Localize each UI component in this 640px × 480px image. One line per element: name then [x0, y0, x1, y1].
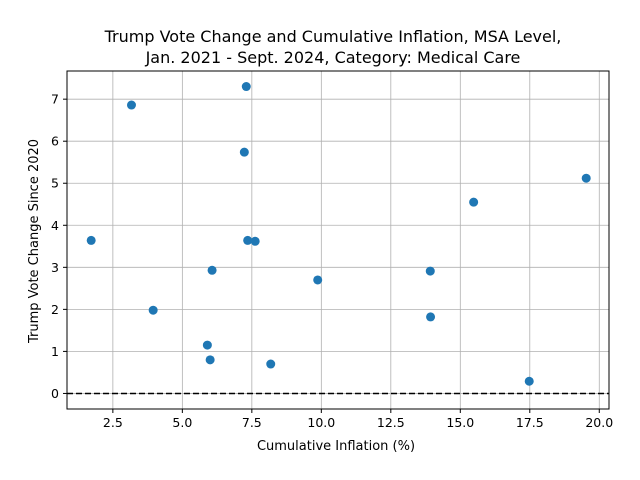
y-axis-label: Trump Vote Change Since 2020 [27, 139, 42, 344]
data-point [126, 100, 136, 110]
x-tick-label: 12.5 [377, 415, 405, 430]
x-tick-label: 15.0 [446, 415, 474, 430]
data-point [469, 197, 479, 207]
plot-frame [66, 70, 610, 410]
data-points [86, 82, 591, 386]
data-point [313, 275, 323, 285]
x-axis-ticks: 2.5 5.0 7.5 10.0 12.5 15.0 17.5 20.0 [103, 409, 613, 430]
data-point [241, 82, 251, 92]
data-point [207, 265, 217, 275]
y-tick-label: 5 [51, 176, 59, 191]
data-point [426, 312, 436, 322]
data-point [266, 359, 276, 369]
data-point [581, 173, 591, 183]
chart-title-line-1: Trump Vote Change and Cumulative Inflati… [104, 27, 562, 46]
data-point [86, 235, 96, 245]
x-axis-label: Cumulative Inflation (%) [257, 439, 415, 454]
x-tick-label: 7.5 [242, 415, 262, 430]
y-axis-ticks: 0 1 2 3 4 5 6 7 [51, 92, 67, 401]
y-tick-label: 4 [51, 218, 59, 233]
data-point [205, 355, 215, 365]
y-tick-label: 2 [51, 302, 59, 317]
y-tick-label: 1 [51, 344, 59, 359]
data-point [148, 305, 158, 315]
x-tick-label: 5.0 [172, 415, 192, 430]
data-point [202, 340, 212, 350]
data-point [524, 376, 534, 386]
y-tick-label: 6 [51, 134, 59, 149]
data-point [250, 236, 260, 246]
data-point [243, 235, 253, 245]
chart-title-line-2: Jan. 2021 - Sept. 2024, Category: Medica… [145, 48, 521, 67]
data-point [425, 266, 435, 276]
y-tick-label: 3 [51, 260, 59, 275]
y-tick-label: 0 [51, 386, 59, 401]
x-tick-label: 17.5 [516, 415, 544, 430]
x-tick-label: 2.5 [103, 415, 123, 430]
x-tick-label: 20.0 [585, 415, 613, 430]
data-point [239, 147, 249, 157]
x-tick-label: 10.0 [307, 415, 335, 430]
y-tick-label: 7 [51, 92, 59, 107]
